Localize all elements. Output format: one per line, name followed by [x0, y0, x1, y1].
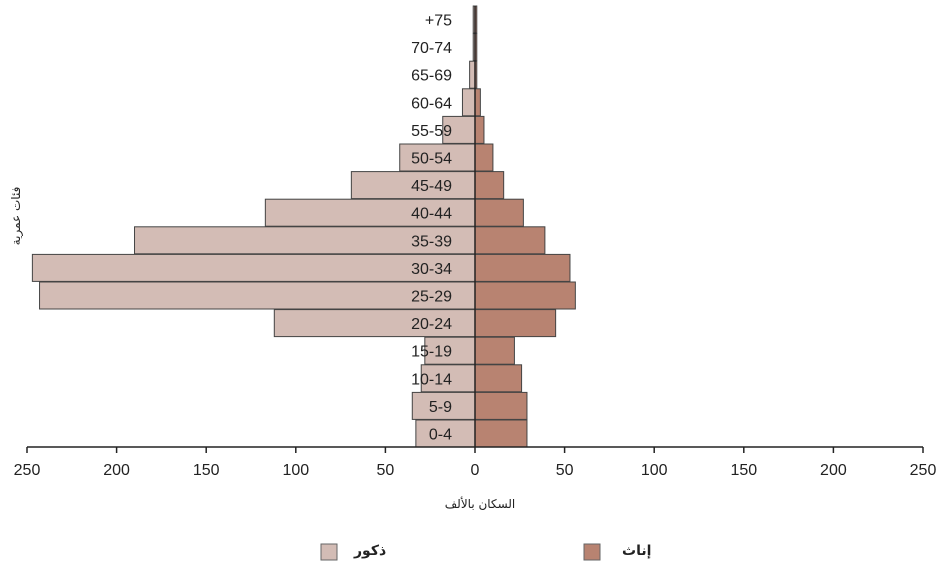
- female-bar-5-9: [474, 391, 528, 420]
- female-bar-40-44: [474, 198, 524, 227]
- age-label-70-74: 70-74: [411, 40, 452, 57]
- x-tick-label: 200: [820, 462, 847, 479]
- age-label-40-44: 40-44: [411, 206, 452, 223]
- male-bar-0-4: [415, 419, 476, 448]
- legend: ذكور إناث: [320, 543, 651, 561]
- x-tick-label: 100: [641, 462, 668, 479]
- male-bar-30-34: [31, 253, 476, 282]
- age-label-50-54: 50-54: [411, 151, 452, 168]
- x-tick-label: 250: [910, 462, 937, 479]
- age-label-25-29: 25-29: [411, 289, 452, 306]
- male-bar-50-54: [399, 143, 476, 172]
- male-bars: [31, 5, 476, 448]
- age-label-10-14: 10-14: [411, 371, 452, 388]
- male-bar-35-39: [134, 226, 476, 255]
- male-bar-40-44: [264, 198, 476, 227]
- x-tick-label: 100: [282, 462, 309, 479]
- female-bar-20-24: [474, 309, 557, 338]
- y-axis-title: فئات عمرية: [9, 187, 24, 246]
- female-bar-0-4: [474, 419, 528, 448]
- x-tick-label: 200: [103, 462, 130, 479]
- age-label-60-64: 60-64: [411, 95, 452, 112]
- female-bar-25-29: [474, 281, 576, 310]
- age-label-+75: +75: [425, 13, 452, 30]
- age-label-45-49: 45-49: [411, 178, 452, 195]
- legend-swatch-female: [583, 543, 601, 561]
- age-label-30-34: 30-34: [411, 261, 452, 278]
- x-tick-label: 150: [730, 462, 757, 479]
- female-bar-50-54: [474, 143, 494, 172]
- x-axis-title: السكان بالألف: [445, 496, 516, 511]
- x-tick-label: 0: [471, 462, 480, 479]
- female-bar-15-19: [474, 336, 515, 365]
- female-bar-45-49: [474, 171, 505, 200]
- male-bar-55-59: [442, 115, 476, 144]
- male-bar-5-9: [411, 391, 476, 420]
- x-tick-label: 50: [377, 462, 395, 479]
- age-label-0-4: 0-4: [429, 427, 452, 444]
- age-label-65-69: 65-69: [411, 68, 452, 85]
- male-bar-60-64: [461, 88, 476, 117]
- female-bar-35-39: [474, 226, 546, 255]
- x-tick-label: 150: [193, 462, 220, 479]
- male-bar-10-14: [420, 364, 476, 393]
- female-bar-30-34: [474, 253, 571, 282]
- male-bar-20-24: [273, 309, 476, 338]
- male-bar-45-49: [350, 171, 476, 200]
- x-axis-ticks: 250 200 150 100 50 0 50 100 150 200 250: [14, 447, 937, 479]
- age-label-55-59: 55-59: [411, 123, 452, 140]
- age-label-5-9: 5-9: [429, 399, 452, 416]
- male-bar-65-69: [469, 60, 476, 89]
- legend-swatch-male: [320, 543, 338, 561]
- age-label-35-39: 35-39: [411, 233, 452, 250]
- female-bar-55-59: [474, 115, 485, 144]
- age-group-labels: 0-4 5-9 10-14 15-19 20-24 25-29 30-34 35-39 40-4…: [411, 13, 452, 444]
- x-tick-label: 50: [556, 462, 574, 479]
- female-bar-60-64: [474, 88, 481, 117]
- male-bar-25-29: [39, 281, 476, 310]
- legend-label-female: إناث: [622, 543, 651, 559]
- age-label-15-19: 15-19: [411, 344, 452, 361]
- age-label-20-24: 20-24: [411, 316, 452, 333]
- female-bar-10-14: [474, 364, 523, 393]
- legend-label-male: ذكور: [353, 543, 386, 559]
- female-bars: [474, 5, 576, 448]
- x-tick-label: 250: [14, 462, 41, 479]
